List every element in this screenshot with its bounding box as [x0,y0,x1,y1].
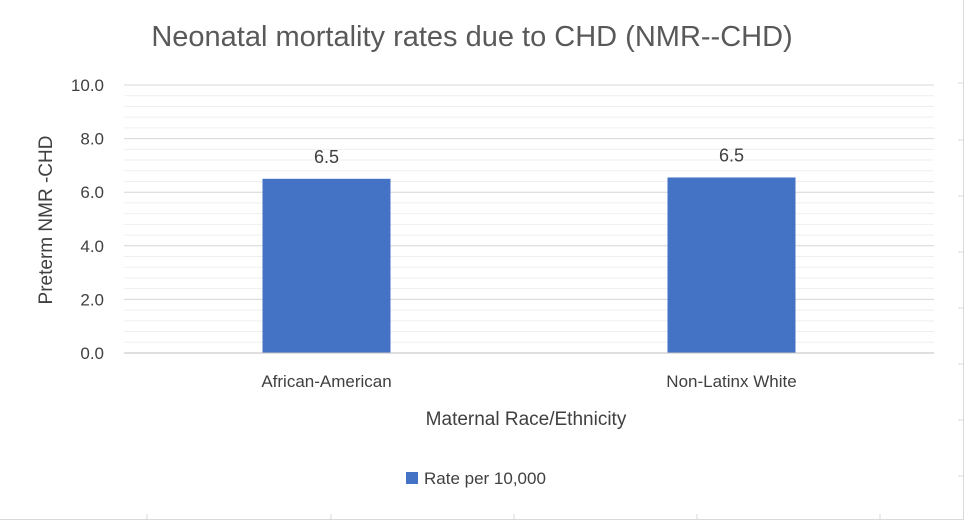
x-category-label: Non-Latinx White [666,372,796,391]
bar-data-label: 6.5 [719,145,744,165]
y-tick-label: 6.0 [80,183,104,202]
bar [262,178,391,353]
data-labels: 6.5 6.5 [314,145,744,166]
minor-gridlines [124,84,934,354]
x-category-label: African-American [261,372,391,391]
y-tick-label: 8.0 [80,130,104,149]
frame-bottom-ticks [146,82,964,520]
legend-label: Rate per 10,000 [424,469,546,488]
y-tick-label: 2.0 [80,290,104,309]
y-axis-tick-labels: 0.0 2.0 4.0 6.0 8.0 10.0 [71,76,104,363]
legend: Rate per 10,000 [406,469,546,488]
legend-swatch [406,472,418,484]
x-axis-title: Maternal Race/Ethnicity [426,409,627,430]
y-tick-label: 4.0 [80,237,104,256]
major-gridlines [124,84,934,300]
chart-title: Neonatal mortality rates due to CHD (NMR… [151,21,792,53]
y-axis-title: Preterm NMR -CHD [36,136,57,305]
x-axis-category-labels: African-American Non-Latinx White [261,372,796,391]
bar-series [262,177,796,353]
y-tick-label: 10.0 [71,76,104,95]
y-tick-label: 0.0 [80,344,104,363]
bar [667,177,796,353]
bar-data-label: 6.5 [314,147,339,167]
